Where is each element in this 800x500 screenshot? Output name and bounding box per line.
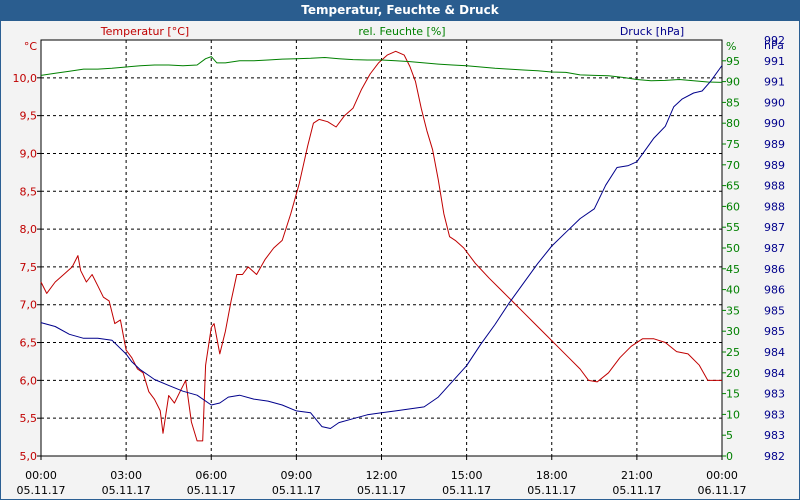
- pressure-tick-label: 991: [764, 55, 785, 68]
- x-tick-label-date: 05.11.17: [102, 484, 151, 497]
- pressure-tick-label: 990: [764, 96, 785, 109]
- x-tick-label-time: 00:00: [706, 469, 738, 482]
- humidity-tick-label: 30: [726, 325, 740, 338]
- humidity-tick-label: 45: [726, 263, 740, 276]
- humidity-tick-label: 90: [726, 76, 740, 89]
- temperature-tick-label: 6,0: [20, 374, 38, 387]
- pressure-tick-label: 986: [764, 284, 785, 297]
- temperature-tick-label: 7,5: [20, 261, 38, 274]
- humidity-series-line: [40, 56, 723, 83]
- x-tick-label-date: 05.11.17: [357, 484, 406, 497]
- humidity-tick-label: 15: [726, 388, 740, 401]
- pressure-tick-label: 985: [764, 304, 785, 317]
- temperature-tick-label: 6,5: [20, 337, 38, 350]
- pressure-tick-label: 989: [764, 138, 785, 151]
- x-tick-label-date: 05.11.17: [187, 484, 236, 497]
- temperature-series-line: [40, 50, 722, 442]
- humidity-tick-label: 50: [726, 242, 740, 255]
- pressure-tick-label: 983: [764, 408, 785, 421]
- pressure-tick-label: 984: [764, 367, 785, 380]
- x-tick-label-time: 06:00: [195, 469, 227, 482]
- pressure-unit-label: hPa: [764, 39, 784, 52]
- pressure-tick-label: 990: [764, 117, 785, 130]
- temperature-tick-label: 5,0: [20, 450, 38, 463]
- humidity-unit-label: %: [726, 40, 736, 53]
- pressure-tick-label: 987: [764, 242, 785, 255]
- x-tick-label-date: 05.11.17: [272, 484, 321, 497]
- chart-title: Temperatur, Feuchte & Druck: [0, 0, 800, 21]
- humidity-tick-label: 25: [726, 346, 740, 359]
- humidity-tick-label: 70: [726, 159, 740, 172]
- x-tick-label-time: 03:00: [110, 469, 142, 482]
- humidity-tick-label: 10: [726, 408, 740, 421]
- x-tick-label-time: 09:00: [281, 469, 313, 482]
- pressure-tick-label: 982: [764, 450, 785, 463]
- humidity-tick-label: 65: [726, 180, 740, 193]
- temperature-axis-title: Temperatur [°C]: [100, 25, 189, 38]
- x-tick-label-time: 00:00: [25, 469, 57, 482]
- temperature-unit-label: °C: [24, 40, 38, 53]
- pressure-tick-label: 984: [764, 346, 785, 359]
- pressure-tick-label: 989: [764, 159, 785, 172]
- temperature-tick-label: 8,0: [20, 223, 38, 236]
- pressure-tick-label: 988: [764, 180, 785, 193]
- x-tick-label-time: 12:00: [366, 469, 398, 482]
- humidity-tick-label: 40: [726, 284, 740, 297]
- pressure-tick-label: 987: [764, 221, 785, 234]
- humidity-tick-label: 0: [726, 450, 733, 463]
- humidity-tick-label: 5: [726, 429, 733, 442]
- humidity-tick-label: 20: [726, 367, 740, 380]
- humidity-tick-label: 60: [726, 200, 740, 213]
- temperature-tick-label: 5,5: [20, 412, 38, 425]
- pressure-axis-title: Druck [hPa]: [620, 25, 684, 38]
- x-tick-label-time: 18:00: [536, 469, 568, 482]
- humidity-tick-label: 75: [726, 138, 740, 151]
- humidity-tick-label: 80: [726, 117, 740, 130]
- x-tick-label-date: 05.11.17: [442, 484, 491, 497]
- x-tick-label-time: 15:00: [451, 469, 483, 482]
- temperature-tick-label: 10,0: [13, 72, 38, 85]
- pressure-tick-label: 983: [764, 429, 785, 442]
- x-tick-label-date: 05.11.17: [527, 484, 576, 497]
- temperature-tick-label: 9,5: [20, 110, 38, 123]
- x-tick-label-date: 05.11.17: [612, 484, 661, 497]
- pressure-tick-label: 983: [764, 388, 785, 401]
- temperature-tick-label: 8,5: [20, 185, 38, 198]
- x-tick-label-date: 05.11.17: [17, 484, 66, 497]
- pressure-series-line: [40, 65, 723, 429]
- temperature-tick-label: 7,0: [20, 299, 38, 312]
- temperature-tick-label: 9,0: [20, 147, 38, 160]
- humidity-tick-label: 85: [726, 96, 740, 109]
- pressure-tick-label: 992: [764, 34, 785, 47]
- x-tick-label-time: 21:00: [621, 469, 653, 482]
- pressure-tick-label: 985: [764, 325, 785, 338]
- humidity-axis-title: rel. Feuchte [%]: [358, 25, 445, 38]
- humidity-tick-label: 95: [726, 55, 740, 68]
- pressure-tick-label: 991: [764, 76, 785, 89]
- x-tick-label-date: 06.11.17: [698, 484, 747, 497]
- pressure-tick-label: 986: [764, 263, 785, 276]
- humidity-tick-label: 55: [726, 221, 740, 234]
- humidity-tick-label: 35: [726, 304, 740, 317]
- pressure-tick-label: 988: [764, 200, 785, 213]
